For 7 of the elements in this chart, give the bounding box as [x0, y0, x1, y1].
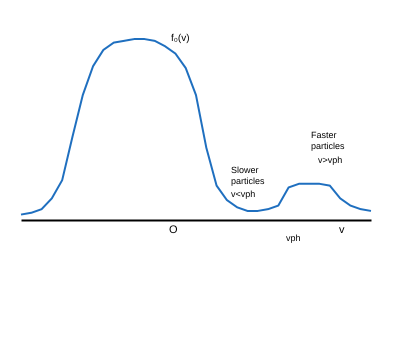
text: O — [169, 224, 178, 236]
annotation: v<vph — [231, 189, 256, 199]
y-axis-title: f₀(v) — [171, 33, 190, 44]
x-axis-title: v — [339, 224, 345, 236]
annotation: Faster particles — [311, 130, 346, 151]
annotation: v>vph — [318, 155, 342, 165]
text: vph — [286, 233, 301, 243]
